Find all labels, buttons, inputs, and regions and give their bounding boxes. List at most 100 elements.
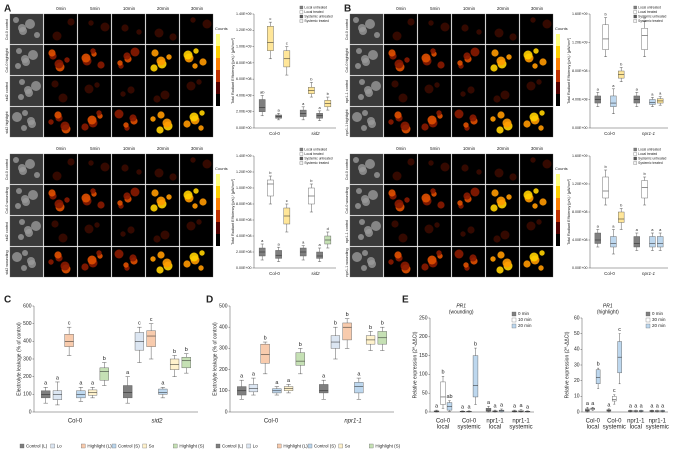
- y-tick-label: 300: [23, 356, 32, 362]
- y-tick-label: 4.00E+08: [236, 93, 252, 97]
- time-label: 5min: [90, 146, 100, 151]
- plant: [388, 259, 394, 265]
- plant: [352, 252, 362, 262]
- plant: [64, 197, 70, 203]
- significance-letter: a: [318, 242, 321, 247]
- significance-letter: a: [661, 404, 665, 410]
- image-cell: [43, 153, 78, 185]
- plant: [169, 33, 177, 41]
- y-tick-label: 8.00E+08: [236, 61, 252, 65]
- plant: [496, 196, 506, 206]
- y-tick-label: 0: [225, 409, 228, 415]
- plant: [427, 255, 437, 265]
- group-label: npr1-1: [642, 271, 656, 276]
- colorbar: [556, 58, 560, 70]
- plant: [13, 17, 19, 23]
- colorbar-label: Counts: [215, 26, 228, 31]
- plant: [539, 110, 545, 116]
- plant: [13, 157, 19, 163]
- plant: [374, 32, 380, 38]
- colorbar: [216, 94, 220, 106]
- plant: [536, 219, 542, 225]
- plant: [509, 33, 517, 41]
- y-tick-label: 6.00E+08: [236, 77, 252, 81]
- plant: [542, 159, 552, 169]
- colorbar: [216, 174, 220, 186]
- plant: [523, 260, 531, 268]
- plant: [526, 221, 536, 231]
- plant: [407, 158, 415, 166]
- significance-letter: b: [103, 356, 106, 362]
- significance-letter: b: [334, 321, 337, 327]
- plant: [353, 17, 359, 23]
- row-label: npr1-1 highlight: [345, 108, 349, 135]
- plant: [427, 115, 437, 125]
- plant: [198, 265, 204, 271]
- image-cell: [383, 13, 418, 45]
- plant: [189, 252, 199, 262]
- plant: [440, 22, 450, 32]
- box: [657, 236, 664, 248]
- box: [181, 357, 191, 369]
- colorbar: [556, 186, 560, 198]
- y-tick-label: 100: [419, 372, 428, 378]
- plant: [21, 125, 27, 131]
- legend-label: 30 min: [652, 317, 666, 322]
- plant: [21, 55, 29, 63]
- plant: [542, 19, 552, 29]
- chart-title: PR1: [603, 303, 613, 309]
- plant: [22, 110, 28, 116]
- plant: [192, 203, 198, 209]
- legend-swatch: [299, 152, 304, 156]
- plant: [500, 90, 510, 100]
- y-tick-label: 10: [574, 394, 580, 400]
- box: [602, 176, 609, 199]
- group-label: systemic: [509, 425, 532, 431]
- plant: [166, 194, 172, 200]
- colorbar: [556, 82, 560, 94]
- significance-letter: ab: [446, 394, 452, 400]
- group-label: Col-0: [436, 419, 451, 425]
- colorbar: [556, 34, 560, 46]
- plant: [356, 188, 362, 194]
- plant: [428, 20, 434, 26]
- y-tick-label: 150: [419, 353, 428, 359]
- plant: [493, 95, 501, 103]
- legend-swatch: [633, 10, 637, 14]
- image-cell: [519, 75, 554, 107]
- plant: [156, 196, 166, 206]
- box: [99, 367, 109, 381]
- plant: [496, 126, 504, 134]
- plant: [81, 263, 89, 271]
- plant: [358, 24, 366, 32]
- plant: [34, 32, 40, 38]
- plant: [539, 250, 545, 256]
- plant: [434, 222, 440, 228]
- plant: [28, 190, 38, 200]
- significance-letter: a: [357, 372, 361, 378]
- plant: [358, 164, 366, 172]
- significance-letter: a: [612, 83, 615, 88]
- plant: [463, 262, 469, 268]
- plant: [48, 189, 56, 197]
- y-tick-label: 60: [574, 315, 580, 321]
- plant: [100, 162, 110, 172]
- colorbar: [216, 46, 220, 58]
- plant: [394, 59, 404, 69]
- plant: [183, 50, 193, 60]
- legend-swatch: [19, 443, 25, 449]
- colorbar-label: Counts: [555, 166, 568, 171]
- box: [248, 384, 259, 393]
- plant: [22, 250, 28, 256]
- legend-swatch: [645, 311, 651, 317]
- legend-label: Local untreated: [304, 147, 327, 151]
- plant: [151, 189, 159, 197]
- time-label: 0min: [56, 146, 66, 151]
- plant: [16, 188, 22, 194]
- plant: [87, 255, 97, 265]
- plant: [199, 198, 207, 206]
- y-tick-label: 1.60E+09: [572, 154, 588, 158]
- group-label: local: [587, 425, 599, 431]
- significance-letter: b: [269, 170, 272, 175]
- y-tick-label: 1.40E+09: [236, 154, 252, 158]
